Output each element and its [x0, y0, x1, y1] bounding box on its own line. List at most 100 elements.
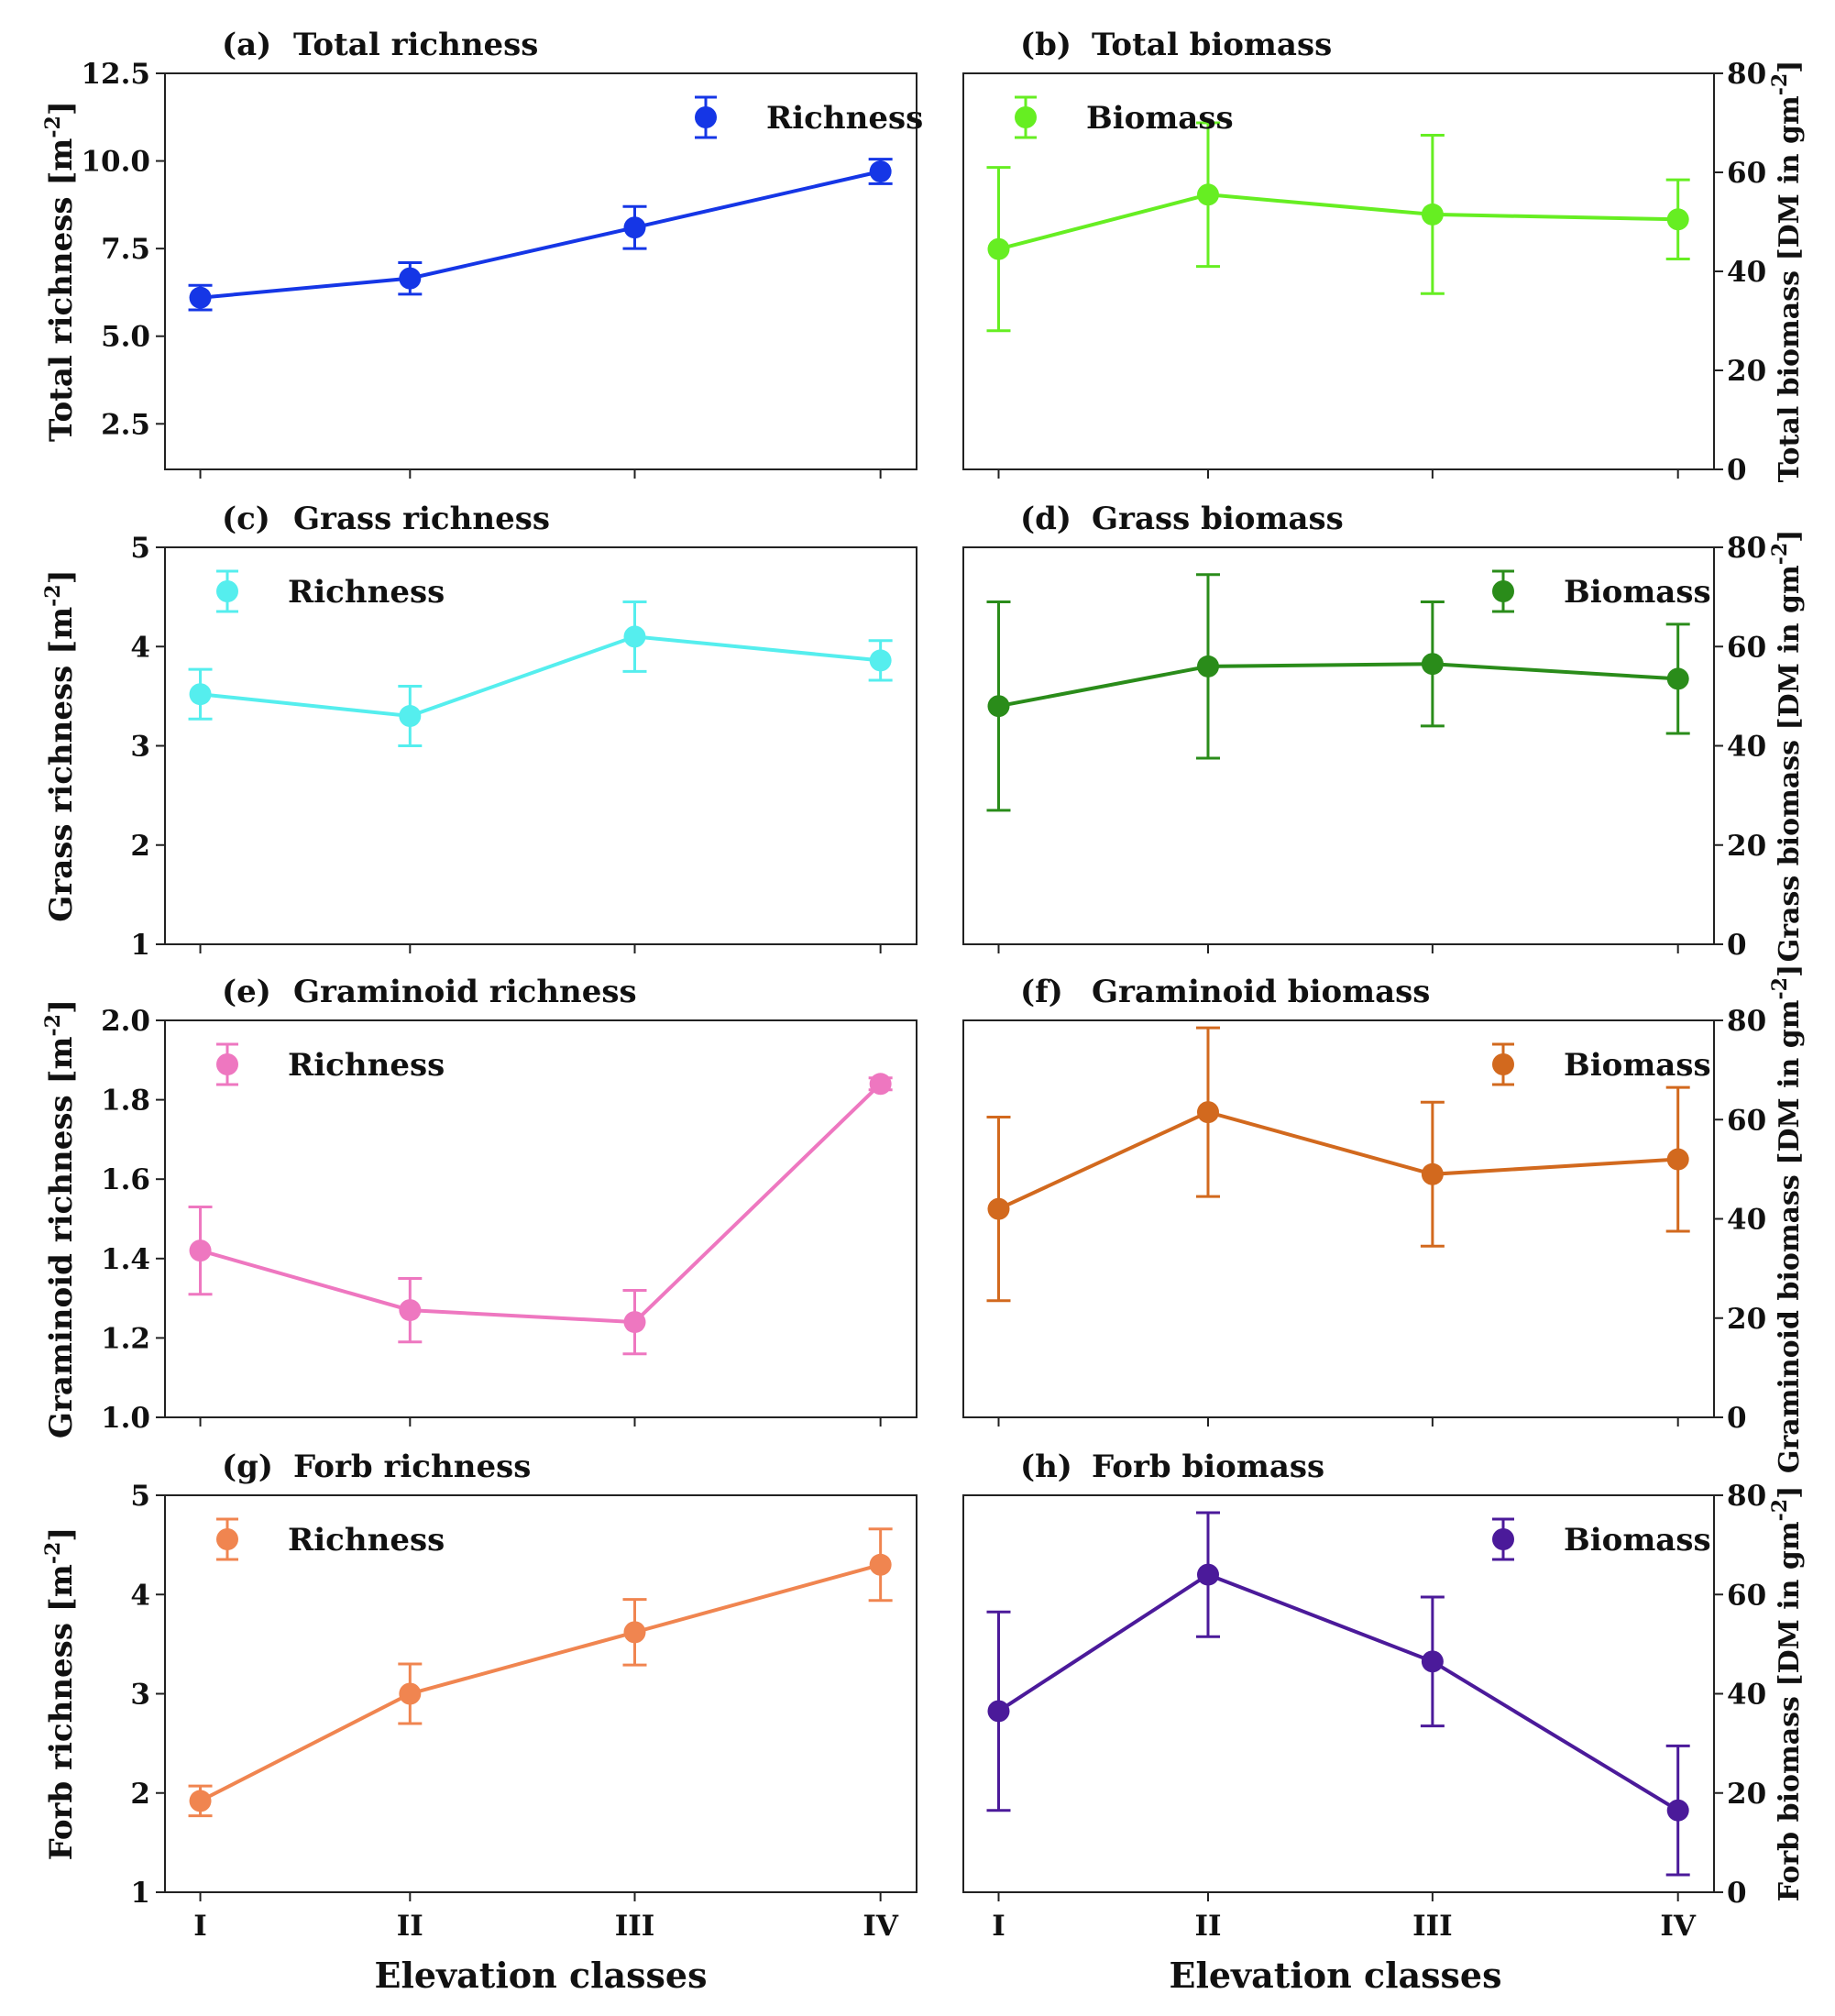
y-tick-label: 0: [1727, 1402, 1747, 1435]
y-tick-label: 20: [1727, 355, 1766, 388]
data-point: [623, 216, 646, 239]
plot-frame: [164, 1494, 918, 1893]
panel-a: 2.5 5.0 7.5 10.0 12.5 (a) Total richness Total …: [41, 27, 923, 479]
data-point: [399, 1299, 422, 1322]
legend-marker: [1492, 1053, 1514, 1075]
y-tick-label: 60: [1727, 1579, 1766, 1612]
panel-b: 0 20 40 60 80 (b) Total biomass Total biomass […: [962, 27, 1806, 487]
y-tick-label: 4: [130, 1579, 150, 1612]
data-point: [189, 1239, 212, 1262]
series-line: [199, 1562, 882, 1803]
y-tick-label: 5: [130, 1480, 150, 1513]
y-tick-label: 4: [130, 631, 150, 664]
legend-label: Biomass: [1564, 1047, 1711, 1084]
y-tick-label: 80: [1727, 532, 1766, 565]
legend-label: Richness: [288, 574, 445, 611]
data-point: [623, 625, 646, 648]
legend-label: Richness: [766, 100, 923, 137]
panel-title: Grass biomass: [1092, 501, 1344, 537]
data-point: [189, 683, 212, 706]
x-tick-label: I: [193, 1910, 207, 1943]
y-tick-label: 1: [130, 929, 150, 962]
panel-title: Graminoid biomass: [1092, 974, 1430, 1010]
y-axis-label: Forb biomass [DM in gm-2]: [1768, 1486, 1806, 1902]
y-tick-label: 20: [1727, 830, 1766, 863]
y-tick-label: 1.2: [101, 1322, 150, 1355]
y-tick-label: 5: [130, 532, 150, 565]
y-tick-label: 1.4: [101, 1243, 150, 1276]
data-point: [399, 1682, 422, 1705]
y-tick-label: 2.0: [101, 1005, 150, 1038]
y-tick-label: 60: [1727, 1104, 1766, 1137]
panel-title: Total richness: [293, 27, 538, 63]
data-point: [869, 1553, 892, 1576]
data-point: [1666, 667, 1689, 690]
plot-frame: [962, 72, 1715, 470]
y-tick-label: 0: [1727, 1877, 1747, 1910]
panel-label: (g): [222, 1449, 273, 1485]
legend-marker: [1492, 580, 1514, 602]
y-tick-label: 0: [1727, 929, 1747, 962]
y-tick-label: 80: [1727, 58, 1766, 91]
series-line: [200, 170, 882, 300]
panel-d: 0 20 40 60 80 (d) Grass biomass Grass biomass […: [962, 501, 1806, 963]
data-point: [1666, 1799, 1689, 1822]
data-point: [623, 1621, 646, 1644]
y-axis-label: Grass biomass [DM in gm-2]: [1768, 530, 1806, 963]
panel-label: (e): [222, 974, 271, 1010]
data-point: [399, 267, 422, 290]
y-tick-label: 60: [1727, 631, 1766, 664]
data-point: [1196, 1101, 1219, 1124]
y-tick-label: 80: [1727, 1480, 1766, 1513]
panel-label: (a): [222, 27, 271, 63]
panel-title: Forb biomass: [1092, 1449, 1324, 1485]
y-tick-label: 1: [130, 1877, 150, 1910]
data-point: [1666, 1148, 1689, 1171]
data-point: [869, 649, 892, 672]
data-point: [1196, 655, 1219, 678]
y-tick-label: 3: [130, 1679, 150, 1712]
y-tick-label: 2: [130, 830, 150, 863]
panel-label: (b): [1020, 27, 1071, 63]
panel-label: (h): [1020, 1449, 1072, 1485]
series-line: [199, 1082, 882, 1325]
y-tick-label: 2.5: [101, 408, 150, 441]
plot-frame: [164, 546, 918, 945]
legend-label: Richness: [288, 1522, 445, 1559]
y-tick-label: 40: [1727, 731, 1766, 764]
data-point: [987, 237, 1010, 260]
panel-f: 0 20 40 60 80 (f) Graminoid biomass Graminoid b…: [962, 964, 1806, 1473]
data-point: [1666, 208, 1689, 231]
y-tick-label: 10.0: [81, 146, 150, 179]
y-axis-label: Forb richness [m-2]: [41, 1527, 80, 1861]
x-tick-label: III: [615, 1910, 655, 1943]
legend-label: Biomass: [1564, 1522, 1711, 1559]
legend-label: Richness: [288, 1047, 445, 1084]
series-line: [997, 1109, 1678, 1211]
panel-label: (d): [1020, 501, 1071, 537]
panel-title: Total biomass: [1092, 27, 1332, 63]
x-axis-label-right: Elevation classes: [1169, 1955, 1501, 1996]
series-line: [997, 1572, 1679, 1812]
y-tick-label: 60: [1727, 157, 1766, 190]
legend-marker: [1492, 1528, 1514, 1550]
series-line: [997, 193, 1678, 251]
x-axis-label-left: Elevation classes: [374, 1955, 707, 1996]
y-axis-label: Total richness [m-2]: [41, 101, 80, 442]
legend-marker: [695, 106, 717, 128]
data-point: [869, 160, 892, 183]
panel-title: Forb richness: [293, 1449, 531, 1485]
x-tick-label: II: [397, 1910, 423, 1943]
panel-label: (c): [222, 501, 270, 537]
y-axis-label: Grass richness [m-2]: [41, 569, 80, 921]
legend-marker: [1015, 106, 1037, 128]
data-point: [1421, 203, 1444, 226]
data-point: [987, 695, 1010, 718]
x-tick-label: IV: [1660, 1910, 1697, 1943]
y-axis-label: Graminoid richness [m-2]: [41, 999, 80, 1438]
data-point: [1421, 1650, 1444, 1673]
y-tick-label: 2: [130, 1778, 150, 1811]
